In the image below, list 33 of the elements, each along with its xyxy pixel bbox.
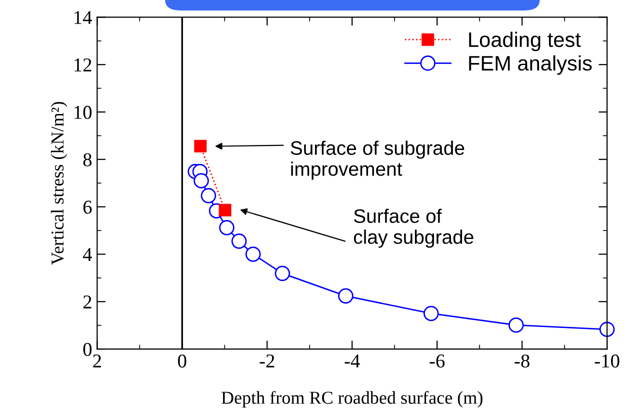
point [599, 322, 615, 337]
y-tick-label: 0 [83, 342, 92, 356]
point [338, 288, 354, 304]
legend-label: FEM analysis [469, 55, 592, 75]
point [508, 317, 524, 333]
y-tick-label: 14 [74, 11, 92, 24]
x-axis-title: Depth from RC roadbed surface (m) [222, 390, 482, 408]
y-tick-label: 10 [74, 106, 92, 119]
legend-label: Loading test [469, 32, 581, 52]
x-tick-label: 0 [178, 354, 186, 368]
point [218, 204, 232, 216]
x-tick-label: 2 [93, 354, 101, 368]
y-tick-label: 8 [83, 153, 92, 166]
annotation: Surface of subgrade improvement [290, 140, 464, 180]
point [200, 188, 216, 204]
x-tick-label: -2 [260, 354, 274, 368]
point [274, 266, 290, 282]
point [245, 246, 261, 262]
point [231, 234, 247, 249]
y-tick-label: 12 [74, 58, 92, 72]
x-tick-label: -10 [594, 354, 620, 368]
point [219, 220, 234, 236]
y-axis-title: Vertical stress (kN/m²) [50, 102, 68, 265]
annotation: Surface of clay subgrade [354, 208, 474, 248]
y-tick-label: 4 [82, 248, 92, 261]
x-tick-label: -8 [514, 354, 530, 368]
x-tick-label: -6 [430, 354, 445, 368]
y-tick-label: 2 [83, 295, 92, 308]
x-tick-label: -4 [344, 354, 360, 368]
point [424, 306, 439, 322]
point [194, 173, 209, 188]
point [194, 140, 207, 152]
y-tick-label: 6 [83, 200, 92, 214]
